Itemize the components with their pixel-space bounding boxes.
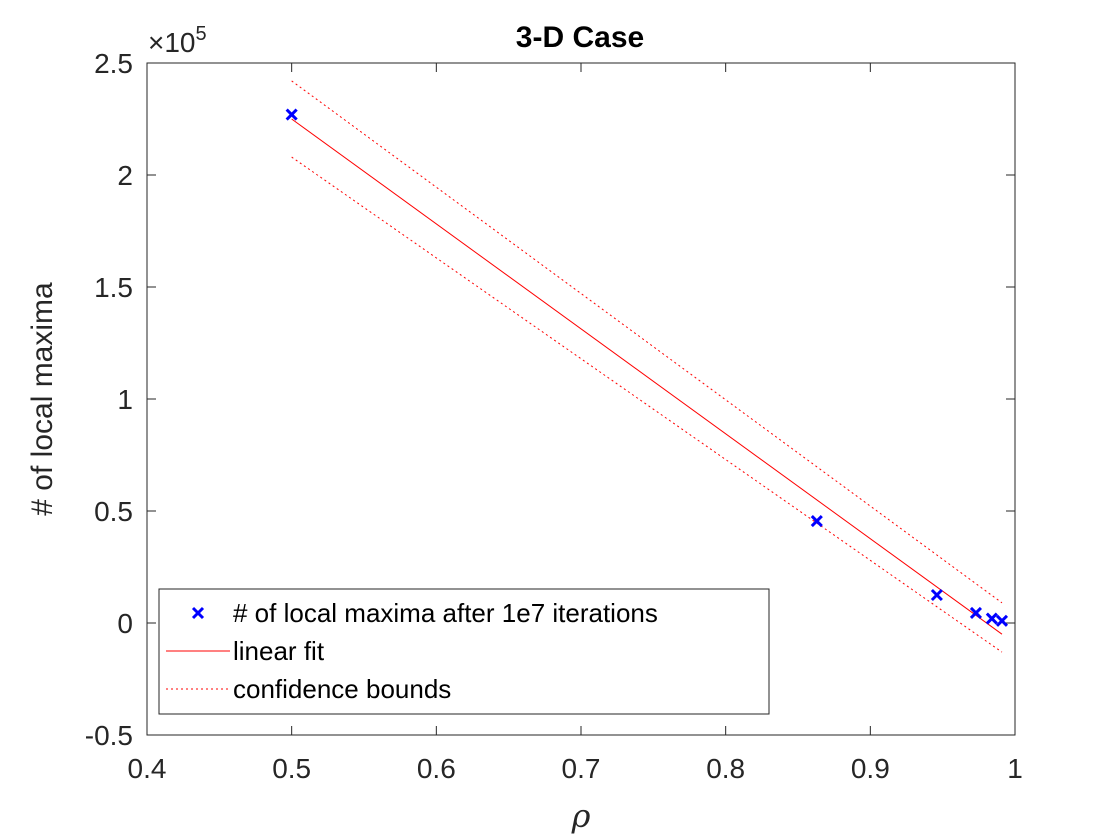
x-tick-label: 0.8 — [706, 753, 745, 784]
confidence-bound-upper — [291, 80, 1003, 604]
x-tick-label: 0.7 — [562, 753, 601, 784]
legend-label-markers: # of local maxima after 1e7 iterations — [233, 598, 658, 628]
x-axis: 0.4 0.5 0.6 0.7 0.8 0.9 1 — [128, 63, 1023, 784]
data-point — [930, 588, 943, 602]
y-tick-label: 1.5 — [94, 272, 133, 303]
y-tick-label: 2.5 — [94, 48, 133, 79]
x-tick-label: 1 — [1007, 753, 1023, 784]
data-point — [285, 108, 298, 121]
y-tick-label: 0 — [117, 608, 133, 639]
x-tick-label: 0.6 — [417, 753, 456, 784]
confidence-bound-lower — [291, 156, 1003, 653]
linear-fit-line — [291, 118, 1003, 635]
data-point — [985, 612, 998, 625]
legend-box — [158, 588, 770, 715]
legend-label-bounds: confidence bounds — [233, 674, 451, 704]
y-tick-label: 2 — [117, 160, 133, 191]
x-tick-label: 0.9 — [851, 753, 890, 784]
y-axis: -0.5 0 0.5 1 1.5 2 2.5 — [85, 48, 1015, 751]
y-tick-label: 1 — [117, 384, 133, 415]
data-point — [995, 614, 1009, 627]
series-layer — [285, 80, 1009, 653]
data-point — [969, 606, 983, 619]
y-tick-label: 0.5 — [94, 496, 133, 527]
y-axis-label: # of local maxima — [26, 282, 59, 516]
y-tick-label: -0.5 — [85, 720, 133, 751]
legend-marker-x — [191, 606, 205, 620]
x-axis-label: ρ — [571, 797, 591, 835]
y-exponent-label: ×105 — [148, 23, 207, 58]
data-point — [810, 515, 823, 528]
chart-title: 3-D Case — [516, 21, 644, 54]
x-tick-label: 0.4 — [128, 753, 167, 784]
legend-label-fit: linear fit — [233, 636, 325, 666]
legend: # of local maxima after 1e7 iterations l… — [158, 588, 770, 715]
x-tick-label: 0.5 — [272, 753, 311, 784]
